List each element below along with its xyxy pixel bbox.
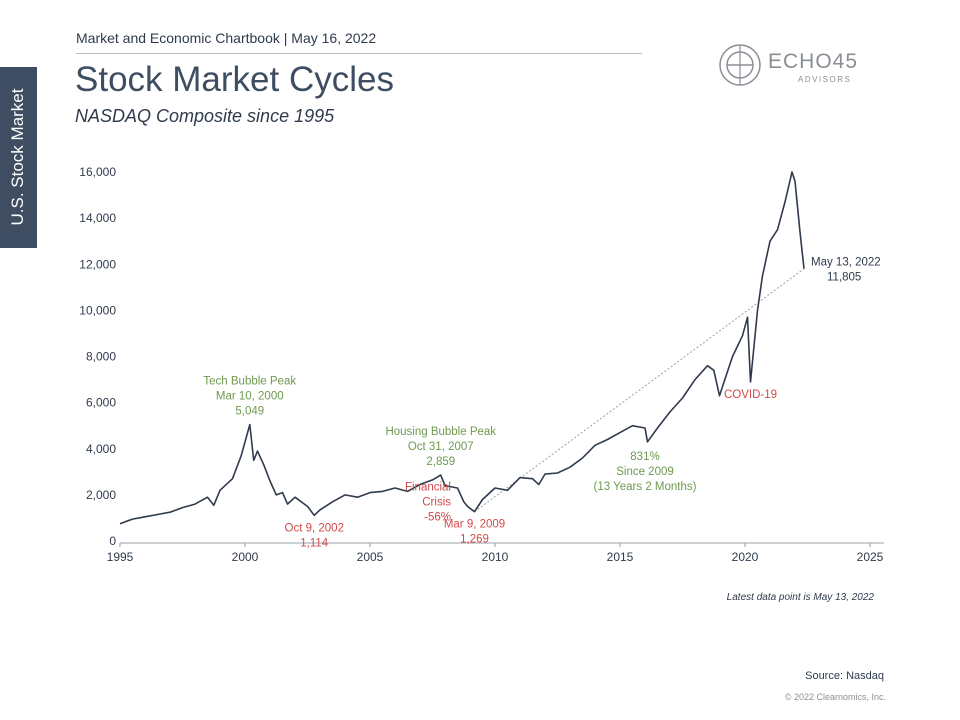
annotation-text: 5,049 (235, 406, 264, 418)
annotation-text: Mar 9, 2009 (444, 519, 505, 531)
x-tick-label: 2000 (232, 550, 259, 564)
source-note: Source: Nasdaq (805, 670, 884, 682)
annotation-text: Crisis (422, 496, 451, 508)
logo-wordmark: ECHO45 (768, 50, 859, 73)
annotation-text: -56% (424, 511, 451, 523)
latest-data-note: Latest data point is May 13, 2022 (726, 592, 874, 603)
x-tick-label: 2005 (357, 550, 384, 564)
y-tick-label: 10,000 (79, 303, 116, 317)
x-tick-label: 2015 (607, 550, 634, 564)
annotation: May 13, 2022 11,805 (811, 257, 881, 284)
chartbook-header: Market and Economic Chartbook | May 16, … (76, 30, 377, 46)
annotation-text: Financial (405, 481, 451, 493)
y-tick-label: 16,000 (79, 165, 116, 179)
y-tick-label: 8,000 (86, 350, 116, 364)
annotation-text: Oct 31, 2007 (408, 441, 474, 453)
echo45-logo: ECHO45 ADVISORS (716, 42, 866, 88)
annotation: Financial Crisis -56% (405, 481, 451, 523)
x-tick-label: 2025 (857, 550, 884, 564)
annotation-text: 2,859 (426, 456, 455, 468)
x-tick-label: 1995 (107, 550, 134, 564)
side-tab: U.S. Stock Market (0, 67, 37, 248)
page-subtitle: NASDAQ Composite since 1995 (75, 106, 335, 126)
annotation: Mar 9, 2009 1,269 (444, 519, 505, 546)
logo-mark-icon (719, 44, 761, 86)
y-tick-label: 4,000 (86, 442, 116, 456)
page-title: Stock Market Cycles (75, 60, 394, 99)
annotation: Tech Bubble Peak Mar 10, 2000 5,049 (203, 376, 296, 418)
y-axis: 0 2,000 4,000 6,000 8,000 10,000 12,000 14,000 1… (79, 165, 116, 548)
annotation-text: 11,805 (827, 272, 861, 284)
y-tick-label: 14,000 (79, 211, 116, 225)
annotation-text: 1,269 (460, 534, 489, 546)
annotations: Tech Bubble Peak Mar 10, 2000 5,049 Oct 9, … (203, 257, 880, 550)
annotation-text: Mar 10, 2000 (216, 391, 284, 403)
copyright-note: © 2022 Clearnomics, Inc. (784, 692, 886, 702)
annotation-text: 1,114 (300, 537, 329, 549)
annotation-text: Tech Bubble Peak (203, 376, 296, 388)
logo-subtext: ADVISORS (798, 75, 852, 84)
y-tick-label: 2,000 (86, 488, 116, 502)
y-tick-label: 0 (109, 534, 116, 548)
annotation-text: Housing Bubble Peak (385, 426, 496, 438)
y-tick-label: 6,000 (86, 396, 116, 410)
annotation: Housing Bubble Peak Oct 31, 2007 2,859 (385, 426, 496, 468)
annotation: 831% Since 2009 (13 Years 2 Months) (594, 451, 697, 493)
annotation: Oct 9, 2002 1,114 (285, 522, 344, 549)
header-divider (76, 53, 642, 54)
series-line (119, 171, 805, 525)
y-tick-label: 12,000 (79, 257, 116, 271)
annotation: COVID-19 (724, 389, 777, 401)
annotation-text: Since 2009 (616, 466, 674, 478)
x-tick-label: 2010 (482, 550, 509, 564)
plot-area (119, 171, 805, 525)
annotation-text: Oct 9, 2002 (285, 522, 344, 534)
annotation-text: (13 Years 2 Months) (594, 481, 697, 493)
annotation-text: COVID-19 (724, 389, 777, 401)
x-axis: 1995 2000 2005 2010 2015 2020 2025 (107, 542, 884, 564)
trend-line (474, 268, 805, 513)
x-tick-label: 2020 (732, 550, 759, 564)
annotation-text: May 13, 2022 (811, 257, 881, 269)
annotation-text: 831% (630, 451, 659, 463)
